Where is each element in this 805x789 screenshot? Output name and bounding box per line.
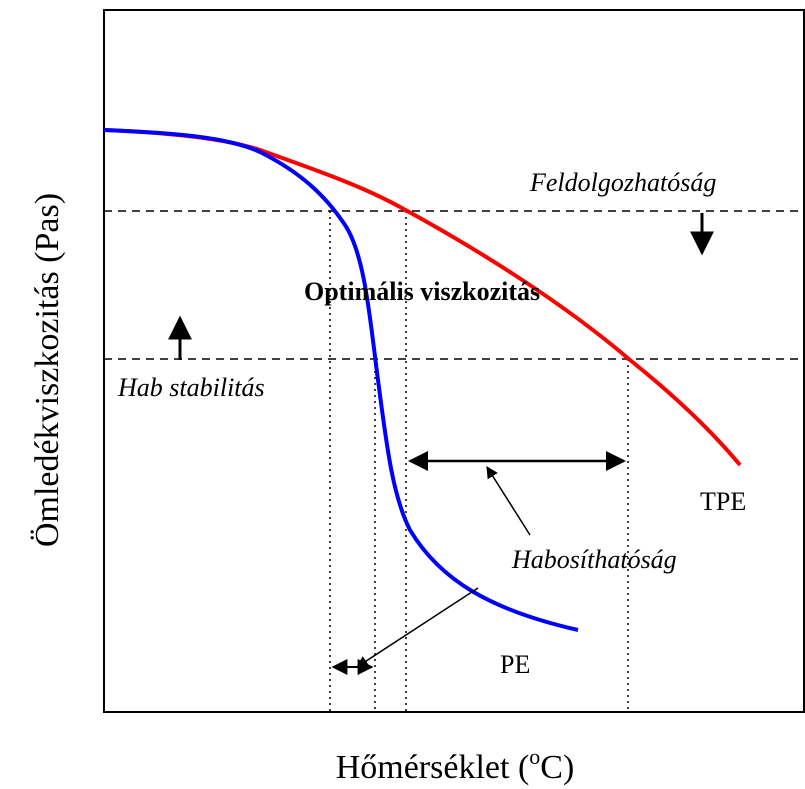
annotation: Habosíthatóság bbox=[511, 545, 677, 574]
curve-label: PE bbox=[500, 650, 530, 679]
annotation: Feldolgozhatóság bbox=[529, 168, 716, 197]
pointer-arrow bbox=[486, 465, 531, 536]
frame bbox=[103, 9, 805, 713]
x-label-superscript: o bbox=[529, 744, 540, 769]
pe-curve bbox=[103, 128, 579, 632]
dotted-lines bbox=[329, 211, 629, 712]
annotation: Optimális viszkozitás bbox=[304, 277, 540, 306]
x-label-text: Hőmérséklet ( bbox=[336, 749, 530, 786]
x-axis-label: Hőmérséklet (oC) bbox=[336, 744, 575, 786]
x-label-unit: C) bbox=[540, 749, 574, 786]
annotation: Hab stabilitás bbox=[117, 373, 265, 402]
y-axis-label: Ömledékviszkozitás (Pas) bbox=[29, 193, 66, 547]
pointer-arrow bbox=[355, 587, 479, 668]
curve-label: TPE bbox=[700, 487, 746, 516]
